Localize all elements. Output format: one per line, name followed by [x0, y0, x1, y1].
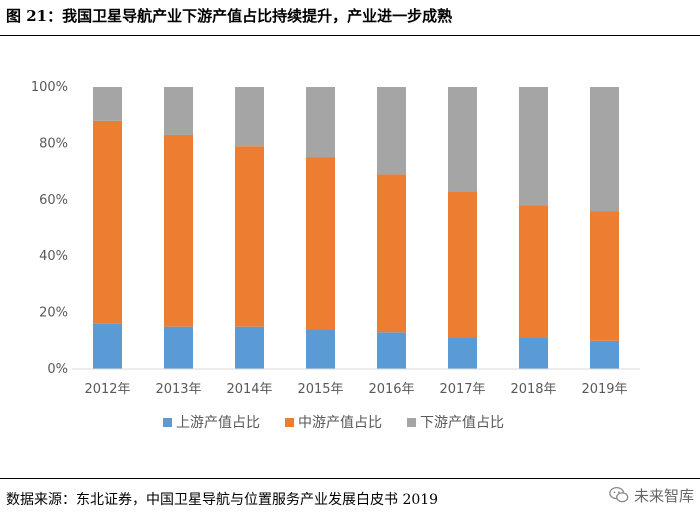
legend: 上游产值占比 中游产值占比 下游产值占比 — [163, 415, 504, 431]
bar-segment-midstream — [235, 146, 264, 327]
bar-segment-midstream — [590, 211, 619, 341]
title-rule — [0, 35, 700, 36]
y-tick-label: 60% — [39, 193, 68, 208]
bar-segment-downstream — [590, 87, 619, 212]
x-tick-label: 2015年 — [297, 382, 343, 397]
bar-segment-midstream — [164, 134, 193, 327]
x-tick-label: 2018年 — [510, 382, 556, 397]
bar-segment-midstream — [519, 205, 548, 338]
legend-swatch-midstream — [285, 418, 294, 427]
source-rule — [0, 478, 700, 479]
wechat-icon — [609, 487, 629, 503]
y-tick-label: 0% — [47, 362, 68, 377]
y-tick-label: 100% — [31, 80, 68, 95]
bar-segment-midstream — [377, 174, 406, 333]
y-tick-label: 20% — [39, 306, 68, 321]
bar-segment-midstream — [93, 120, 122, 324]
x-axis-ticks: 2012年 2013年 2014年 2015年 2016年 2017年 2018年 2019年 — [84, 382, 627, 397]
x-tick-label: 2016年 — [368, 382, 414, 397]
x-tick-label: 2012年 — [84, 382, 130, 397]
bar-segment-midstream — [306, 157, 335, 330]
bar-segment-downstream — [377, 87, 406, 175]
bar-segment-upstream — [377, 332, 406, 369]
bar-segment-upstream — [306, 329, 335, 369]
y-tick-label: 80% — [39, 136, 68, 151]
y-tick-label: 40% — [39, 249, 68, 264]
stacked-bar-chart: 0%20%40%60%80%100% 2012年 2013年 2014年 2015年 2… — [31, 80, 640, 431]
bar-groups — [93, 87, 619, 369]
bar-segment-upstream — [235, 326, 264, 369]
x-tick-label: 2019年 — [581, 382, 627, 397]
watermark: 未来智库 — [608, 484, 694, 506]
bar-segment-upstream — [590, 340, 619, 369]
legend-label: 下游产值占比 — [420, 415, 504, 431]
legend-label: 上游产值占比 — [176, 415, 260, 431]
watermark-text: 未来智库 — [633, 486, 694, 505]
bar-segment-downstream — [235, 87, 264, 147]
bar-segment-upstream — [519, 337, 548, 369]
source-note: 数据来源：东北证券，中国卫星导航与位置服务产业发展白皮书 2019 — [6, 492, 439, 508]
legend-swatch-upstream — [163, 418, 172, 427]
bar-segment-downstream — [448, 87, 477, 192]
bar-segment-upstream — [448, 337, 477, 369]
legend-label: 中游产值占比 — [298, 415, 382, 431]
bar-segment-downstream — [164, 87, 193, 135]
bar-segment-downstream — [519, 87, 548, 206]
bar-segment-upstream — [93, 323, 122, 369]
legend-swatch-downstream — [407, 418, 416, 427]
bar-segment-upstream — [164, 326, 193, 369]
figure-title: 图 21：我国卫星导航产业下游产值占比持续提升，产业进一步成熟 — [6, 7, 453, 25]
bar-segment-downstream — [93, 87, 122, 121]
bar-segment-downstream — [306, 87, 335, 158]
x-tick-label: 2013年 — [155, 382, 201, 397]
x-tick-label: 2014年 — [226, 382, 272, 397]
y-axis-ticks: 0% 20% 40% 60% 80% 100% — [31, 80, 68, 377]
bar-segment-midstream — [448, 191, 477, 338]
x-tick-label: 2017年 — [439, 382, 485, 397]
